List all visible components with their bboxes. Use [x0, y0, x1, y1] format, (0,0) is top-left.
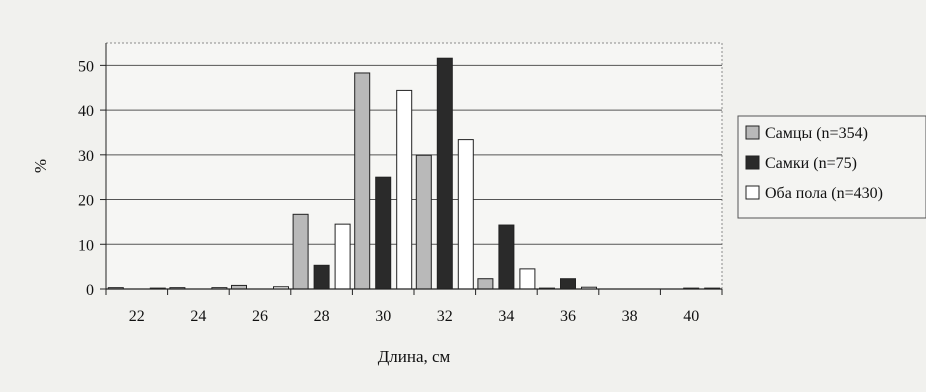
plot-area	[105, 42, 723, 290]
bar-3-32	[457, 139, 474, 290]
legend-swatch-3	[745, 185, 760, 200]
x-tick-label: 38	[622, 308, 638, 325]
y-tick-label: 10	[78, 237, 94, 254]
bar-1-30	[354, 72, 371, 290]
legend: Самцы (n=354) Самки (n=75) Оба пола (n=430…	[737, 115, 926, 219]
x-tick-label: 22	[129, 308, 145, 325]
y-tick-label: 30	[78, 148, 94, 165]
x-tick-label: 34	[498, 308, 514, 325]
bar-2-28	[313, 264, 330, 290]
legend-swatch-2	[745, 155, 760, 170]
y-tick-label: 0	[86, 282, 94, 299]
bar-1-34	[477, 278, 494, 290]
bar-2-30	[375, 176, 392, 290]
y-tick-label: 20	[78, 193, 94, 210]
x-tick-label: 32	[437, 308, 453, 325]
bar-3-34	[519, 268, 536, 290]
axes	[100, 43, 723, 295]
x-tick-label: 28	[314, 308, 330, 325]
x-tick-label: 30	[375, 308, 391, 325]
legend-label-3: Оба пола (n=430)	[765, 185, 883, 202]
bar-2-34	[498, 224, 515, 290]
bar-1-28	[292, 213, 309, 290]
bar-2-36	[560, 278, 576, 290]
y-tick-labels: 0 10 20 30 40 50	[78, 58, 94, 299]
legend-box	[737, 115, 926, 219]
grid	[106, 64, 722, 245]
bar-3-28	[334, 223, 351, 290]
bar-1-32	[415, 154, 432, 290]
bar-2-32	[436, 57, 453, 290]
x-tick-label: 40	[683, 308, 699, 325]
y-tick-label: 50	[78, 58, 94, 75]
x-tick-label: 26	[252, 308, 268, 325]
legend-label-1: Самцы (n=354)	[765, 125, 868, 142]
x-axis-title: Длина, см	[378, 347, 451, 366]
bar-3-30	[396, 89, 413, 290]
y-tick-label: 40	[78, 103, 94, 120]
x-tick-label: 36	[560, 308, 576, 325]
legend-swatch-1	[745, 125, 760, 140]
x-tick-label: 24	[190, 308, 206, 325]
legend-label-2: Самки (n=75)	[765, 155, 857, 172]
y-axis-title: %	[31, 159, 50, 173]
x-tick-labels: 22 24 26 28 30 32 34 36 38 40	[129, 308, 699, 325]
